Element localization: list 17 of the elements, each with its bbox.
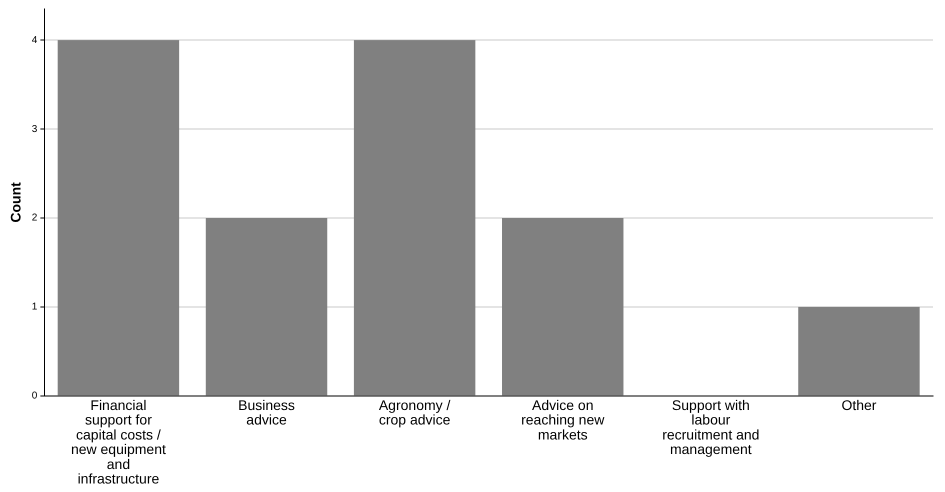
x-tick-label: Support with labour recruitment and management: [662, 397, 760, 458]
bar: [206, 218, 328, 396]
bar: [58, 40, 180, 396]
x-tick-label: Other: [841, 397, 877, 414]
y-tick-label: 4: [32, 34, 38, 46]
x-tick-label: Business advice: [238, 397, 295, 428]
bar: [502, 218, 624, 396]
y-axis-title: Count: [7, 182, 24, 223]
y-tick-label: 2: [32, 212, 38, 224]
bar: [354, 40, 476, 396]
y-tick-label: 0: [32, 390, 38, 402]
y-tick-label: 3: [32, 124, 38, 135]
x-tick-label: Agronomy / crop advice: [378, 397, 451, 428]
y-tick-label: 1: [32, 302, 38, 313]
x-tick-label: Financial support for capital costs / new equipment and infrastructure: [70, 397, 166, 487]
bar: [798, 306, 920, 396]
x-tick-label: Advice on reaching new markets: [521, 397, 606, 442]
